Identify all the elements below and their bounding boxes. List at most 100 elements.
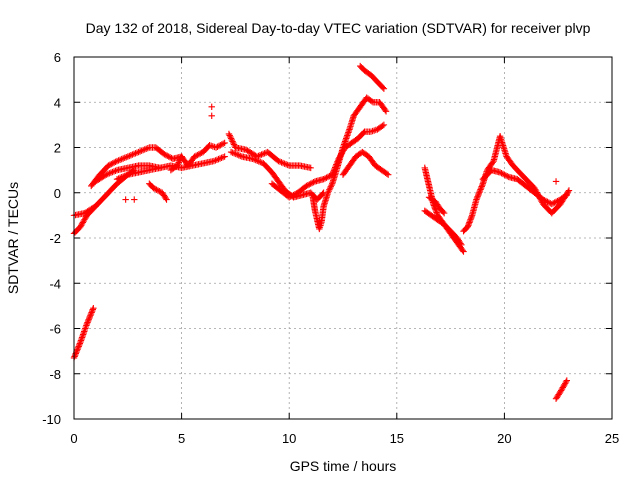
- x-tick-label: 20: [497, 431, 511, 446]
- data-point: [554, 197, 561, 205]
- data-point: [208, 112, 215, 120]
- data-point: [308, 179, 316, 187]
- data-point: [210, 157, 218, 165]
- data-point: [479, 181, 486, 189]
- data-points: [70, 62, 573, 402]
- data-point: [332, 162, 339, 170]
- data-point: [110, 159, 118, 166]
- data-point: [175, 159, 182, 166]
- data-point: [306, 181, 313, 188]
- data-point: [229, 138, 236, 145]
- data-point: [255, 152, 262, 160]
- data-point: [153, 186, 160, 193]
- data-point: [284, 161, 291, 169]
- data-point: [237, 152, 244, 160]
- data-point: [176, 157, 183, 165]
- data-point: [326, 186, 333, 193]
- data-point: [90, 304, 97, 312]
- data-point: [232, 150, 239, 158]
- data-point: [333, 159, 341, 167]
- data-point: [123, 153, 130, 161]
- data-point: [119, 155, 127, 162]
- data-point: [112, 158, 119, 166]
- data-point: [85, 316, 92, 323]
- data-point: [106, 161, 114, 169]
- data-point: [552, 198, 560, 205]
- data-point: [163, 196, 170, 203]
- data-point: [151, 185, 159, 193]
- data-point: [548, 200, 555, 208]
- data-point: [89, 306, 96, 313]
- y-tick-label: -8: [49, 367, 61, 382]
- data-point: [129, 167, 137, 175]
- data-point: [116, 174, 124, 182]
- y-tick-label: -10: [42, 412, 61, 427]
- data-point: [379, 84, 387, 91]
- data-point: [327, 183, 335, 190]
- data-point: [174, 160, 182, 168]
- data-point: [156, 164, 164, 172]
- data-point: [254, 157, 261, 164]
- data-point: [256, 152, 264, 159]
- data-point: [110, 168, 118, 175]
- data-point: [286, 194, 293, 201]
- data-point: [383, 170, 391, 177]
- data-point: [133, 149, 141, 156]
- data-point: [214, 143, 221, 150]
- data-point: [215, 142, 223, 150]
- data-point: [473, 196, 480, 203]
- data-point: [161, 151, 168, 158]
- data-point: [328, 182, 335, 189]
- data-point: [552, 178, 560, 185]
- data-point: [310, 178, 317, 186]
- y-tick-label: 2: [54, 141, 61, 156]
- data-point: [287, 193, 294, 200]
- data-point: [229, 149, 236, 156]
- data-point: [249, 155, 256, 163]
- data-point: [281, 160, 288, 167]
- data-point: [139, 146, 147, 154]
- data-point: [86, 313, 94, 320]
- data-point: [197, 150, 204, 157]
- data-point: [474, 193, 481, 200]
- data-point: [304, 182, 312, 189]
- data-point: [135, 148, 142, 156]
- data-point: [475, 190, 482, 197]
- data-point: [382, 108, 390, 115]
- data-point: [84, 317, 92, 325]
- data-point: [113, 175, 121, 183]
- data-point: [279, 159, 287, 167]
- data-point: [225, 130, 233, 138]
- data-point: [235, 152, 242, 159]
- data-point: [290, 191, 297, 199]
- data-point: [156, 188, 163, 195]
- data-point: [217, 142, 224, 149]
- data-point: [562, 192, 569, 200]
- data-point: [218, 154, 225, 162]
- data-point: [257, 158, 264, 166]
- data-point: [565, 187, 573, 194]
- x-tick-label: 0: [70, 431, 77, 446]
- x-tick-label: 10: [282, 431, 296, 446]
- data-point: [126, 152, 133, 160]
- y-tick-label: 4: [54, 95, 61, 110]
- data-point: [330, 167, 338, 174]
- data-point: [84, 319, 91, 326]
- data-point: [439, 208, 447, 216]
- data-point: [499, 170, 507, 178]
- y-tick-label: -2: [49, 231, 61, 246]
- data-point: [331, 164, 339, 171]
- data-point: [194, 151, 201, 159]
- data-point: [121, 154, 128, 162]
- data-point: [118, 155, 125, 163]
- data-point: [501, 171, 508, 178]
- data-point: [162, 151, 170, 159]
- data-point: [368, 98, 376, 105]
- data-point: [87, 310, 95, 318]
- data-point: [504, 172, 511, 180]
- data-point: [502, 172, 510, 179]
- data-point: [252, 156, 259, 164]
- data-point: [459, 247, 466, 254]
- data-point: [288, 192, 296, 199]
